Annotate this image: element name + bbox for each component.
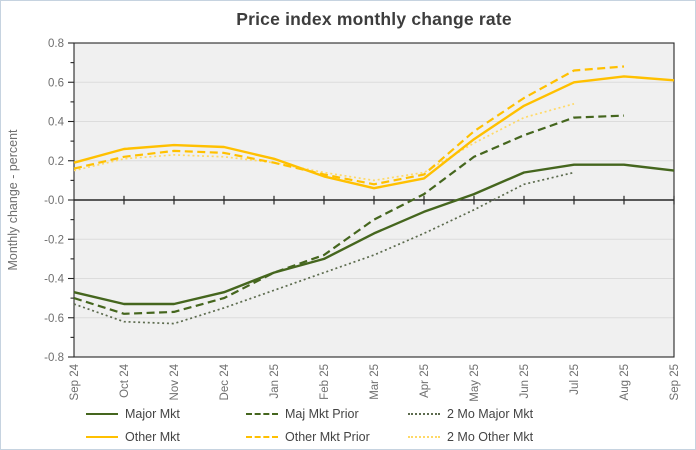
legend-label: Other Mkt Prior <box>285 430 370 444</box>
x-axis-label: Oct 24 <box>119 363 131 397</box>
y-axis-label: -0.0 <box>44 195 64 207</box>
x-axis-label: May 25 <box>469 364 481 402</box>
x-axis-label: Apr 25 <box>419 364 431 398</box>
y-axis-label: 0.6 <box>48 77 64 89</box>
legend-item-other-mkt-prior: Other Mkt Prior <box>246 427 370 447</box>
x-axis-label: Feb 25 <box>319 364 331 400</box>
series-line-other-mkt-prior <box>73 65 625 186</box>
y-axis-label: 0.8 <box>48 38 64 50</box>
x-axis-label: Nov 24 <box>169 363 181 400</box>
legend-item-other-mkt: Other Mkt <box>86 427 180 447</box>
y-axis-label: -0.2 <box>44 234 64 246</box>
y-axis-label: 0.2 <box>48 156 64 168</box>
legend-swatch-other-mkt <box>86 436 118 438</box>
y-axis-label: -0.6 <box>44 313 64 325</box>
legend-item-2mo-other-mkt: 2 Mo Other Mkt <box>408 427 533 447</box>
series-line-major-mkt <box>73 163 675 306</box>
x-axis-label: Sep 24 <box>69 363 81 400</box>
series-line-maj-mkt-prior <box>73 114 625 315</box>
legend-swatch-2mo-other-mkt <box>408 436 440 438</box>
x-axis-label: Dec 24 <box>219 363 231 400</box>
legend-item-maj-mkt-prior: Maj Mkt Prior <box>246 404 359 424</box>
x-axis-label: Mar 25 <box>369 364 381 400</box>
legend-swatch-2mo-major-mkt <box>408 413 440 415</box>
legend: Major Mkt Maj Mkt Prior 2 Mo Major Mkt O… <box>1 403 695 449</box>
legend-item-2mo-major-mkt: 2 Mo Major Mkt <box>408 404 533 424</box>
y-axis-title: Monthly change - percent <box>6 129 20 271</box>
x-axis-label: Jan 25 <box>269 364 281 399</box>
x-axis-label: Sep 25 <box>669 364 681 400</box>
legend-item-major-mkt: Major Mkt <box>86 404 180 424</box>
y-axis-label: -0.8 <box>44 352 64 364</box>
legend-label: 2 Mo Other Mkt <box>447 430 534 444</box>
x-axis-label: Jul 25 <box>569 364 581 395</box>
x-axis-label: Aug 25 <box>619 364 631 400</box>
chart-title: Price index monthly change rate <box>236 9 512 29</box>
legend-label: Other Mkt <box>125 430 180 444</box>
legend-swatch-maj-mkt-prior <box>246 413 278 415</box>
y-axis-label: -0.4 <box>44 274 64 286</box>
legend-label: Maj Mkt Prior <box>285 407 359 421</box>
y-axis-label: 0.4 <box>48 117 65 129</box>
series-line-other-mkt <box>73 75 675 190</box>
x-axis-label: Jun 25 <box>519 364 531 399</box>
legend-label: Major Mkt <box>125 407 180 421</box>
legend-swatch-major-mkt <box>86 413 118 415</box>
legend-label: 2 Mo Major Mkt <box>447 407 534 421</box>
legend-swatch-other-mkt-prior <box>246 436 278 438</box>
series-line-2-mo-major-mkt <box>73 171 575 325</box>
